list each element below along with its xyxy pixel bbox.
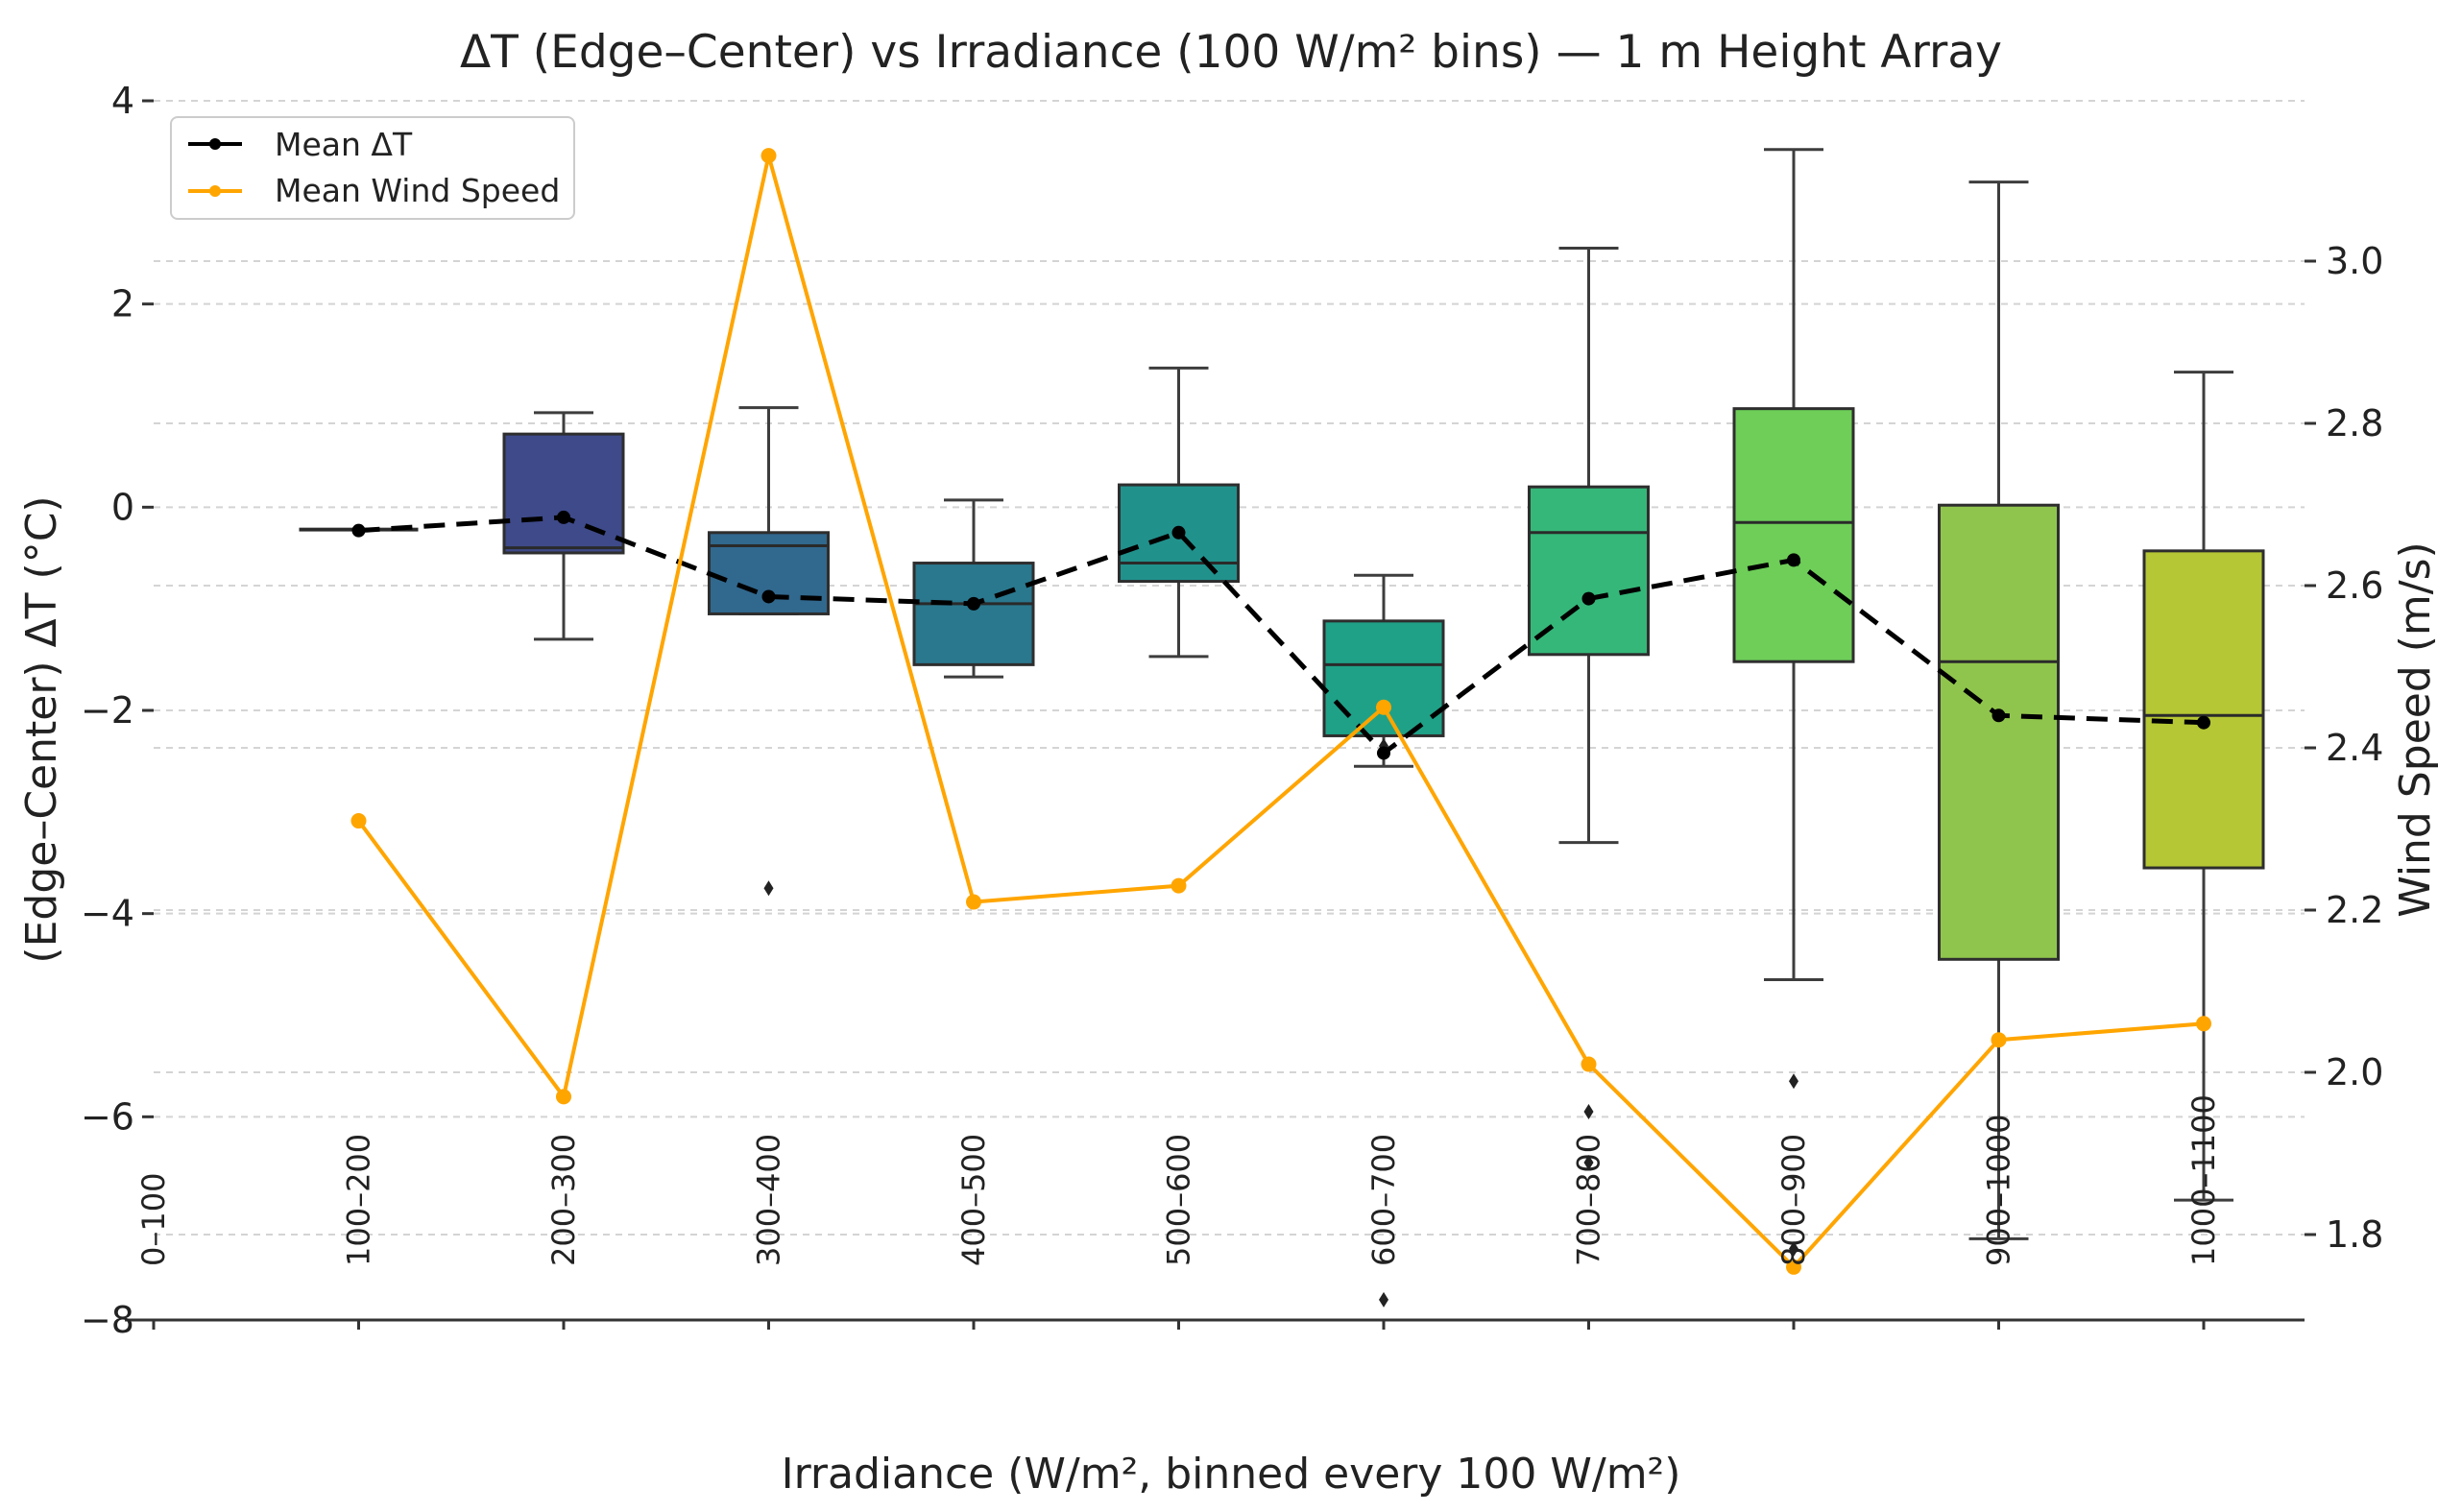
series-point-7 [1787, 553, 1800, 567]
right-tick-label-5: 2.0 [2326, 1051, 2383, 1093]
left-tick-label-0: 4 [111, 80, 134, 122]
box-body [1732, 407, 1855, 663]
right-tick-label-1: 2.8 [2326, 402, 2383, 444]
legend-wind-marker [209, 185, 221, 197]
series-point-3 [966, 894, 981, 910]
left-tick-label-3: −2 [81, 689, 134, 732]
box-body [1322, 619, 1445, 737]
outlier-1 [1789, 1240, 1798, 1257]
series-point-0 [351, 523, 366, 538]
series-point-5 [1376, 699, 1391, 715]
box-body [1938, 503, 2060, 961]
outlier-0 [763, 880, 774, 897]
series-point-7 [1786, 1259, 1801, 1275]
x-tick-label-1: 100–200 [341, 1134, 377, 1266]
y-axis-label: (Edge–Center) ΔT (°C) [17, 495, 66, 963]
x-ticks: 0–100 100–200 200–300 300–400 400–500 500–600… [135, 1094, 2222, 1330]
box-900–1000 [1938, 180, 2060, 1240]
x-axis-label: Irradiance (W/m², binned every 100 W/m²) [782, 1450, 1681, 1499]
series-point-9 [2196, 1016, 2211, 1032]
box-700–800 [1528, 246, 1650, 1170]
series-line [356, 155, 2205, 1270]
outlier-0 [1583, 1104, 1594, 1120]
box-300–400 [708, 406, 830, 897]
legend-wind-label: Mean Wind Speed [275, 172, 560, 209]
series-point-4 [1171, 877, 1187, 894]
outlier-0 [1789, 1073, 1798, 1090]
x-tick-label-7: 700–800 [1571, 1134, 1607, 1266]
box-500–600 [1118, 366, 1240, 659]
legend-frame [170, 116, 575, 220]
right-tick-label-3: 2.4 [2326, 727, 2383, 769]
series-point-2 [760, 148, 777, 164]
x-tick-label-5: 500–600 [1161, 1134, 1197, 1266]
series-point-5 [1377, 746, 1390, 760]
box-body [2142, 549, 2265, 870]
left-tick-label-5: −6 [81, 1095, 134, 1138]
outlier-1 [1583, 1154, 1594, 1170]
box-200–300 [502, 411, 625, 641]
series-point-0 [350, 813, 367, 829]
right-tick-label-2: 2.6 [2326, 564, 2383, 607]
series-point-2 [761, 589, 776, 604]
box-1000–1100 [2142, 371, 2265, 1202]
x-tick-label-4: 400–500 [955, 1134, 992, 1266]
x-tick-label-0: 0–100 [135, 1173, 172, 1266]
left-tick-label-2: 0 [111, 486, 134, 528]
outlier-1 [1379, 1291, 1388, 1308]
x-tick-label-9: 900–1000 [1981, 1114, 2017, 1266]
chart-title: ΔT (Edge–Center) vs Irradiance (100 W/m²… [460, 26, 2002, 79]
legend: Mean ΔT Mean Wind Speed [170, 116, 575, 220]
x-tick-label-8: 800–900 [1775, 1134, 1812, 1266]
wind-speed-series [350, 148, 2211, 1275]
y2-axis-label: Wind Speed (m/s) [2391, 541, 2440, 917]
series-point-6 [1581, 1056, 1597, 1072]
right-tick-label-4: 2.2 [2326, 889, 2383, 931]
series-point-8 [1991, 1032, 2007, 1048]
series-point-1 [556, 1089, 571, 1105]
x-tick-label-6: 600–700 [1365, 1134, 1402, 1266]
series-point-1 [557, 510, 570, 524]
legend-mean-dt-label: Mean ΔT [275, 126, 413, 163]
left-tick-label-4: −4 [81, 893, 134, 935]
series-point-9 [2197, 715, 2210, 730]
box-body [502, 432, 625, 555]
series-line [358, 515, 2205, 756]
box-body [912, 562, 1035, 666]
x-tick-label-2: 200–300 [545, 1134, 582, 1266]
right-tick-label-6: 1.8 [2326, 1213, 2383, 1256]
right-y-ticks: 3.0 2.8 2.6 2.4 2.2 2.0 1.8 [2305, 240, 2383, 1256]
series-point-3 [967, 596, 980, 611]
series-point-6 [1581, 591, 1596, 606]
boxes [299, 148, 2265, 1308]
left-tick-label-1: 2 [111, 283, 134, 325]
legend-mean-dt-marker [209, 138, 221, 150]
box-800–900 [1732, 148, 1855, 1257]
right-tick-label-0: 3.0 [2326, 240, 2383, 282]
left-y-ticks: 4 2 0 −2 −4 −6 −8 [81, 80, 154, 1341]
left-tick-label-6: −8 [81, 1299, 134, 1341]
x-tick-label-3: 300–400 [751, 1134, 787, 1266]
mean-dt-series [351, 510, 2210, 760]
series-lines [350, 148, 2211, 1275]
series-point-8 [1991, 708, 2006, 723]
series-point-4 [1171, 525, 1186, 540]
x-tick-label-10: 1000–1100 [2185, 1094, 2222, 1266]
box-600–700 [1322, 573, 1445, 1308]
box-400–500 [912, 498, 1035, 679]
